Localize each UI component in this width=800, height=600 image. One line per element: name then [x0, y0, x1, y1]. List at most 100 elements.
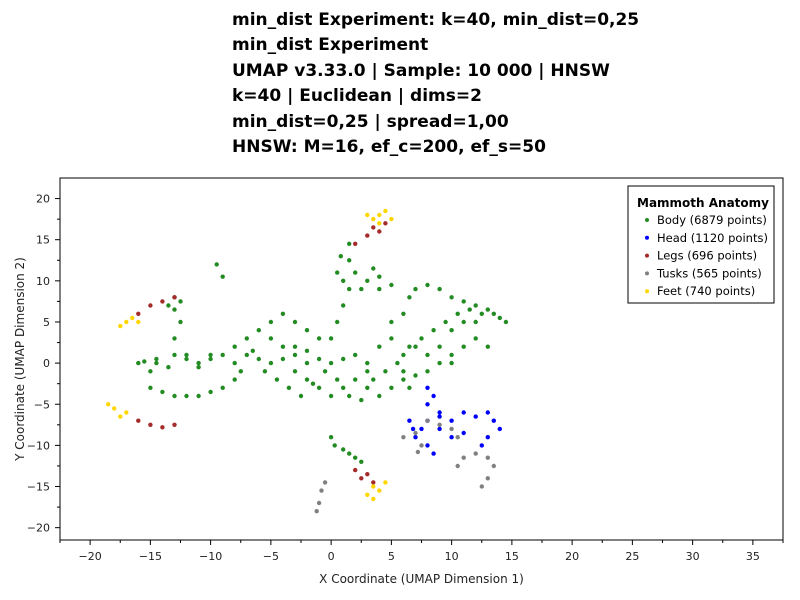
- series-0-point: [335, 270, 340, 275]
- series-0-point: [256, 356, 261, 362]
- series-4-point: [130, 315, 135, 321]
- series-4-point: [377, 221, 382, 226]
- series-0-point: [328, 435, 334, 440]
- series-0-point: [332, 443, 337, 448]
- series-0-point: [341, 303, 346, 308]
- series-0-point: [250, 348, 255, 353]
- y-tick-label: −5: [34, 398, 50, 411]
- series-2-point: [377, 229, 382, 234]
- series-4-point: [371, 484, 376, 489]
- series-0-point: [310, 381, 316, 386]
- series-0-point: [389, 282, 394, 288]
- series-0-point: [485, 344, 490, 349]
- y-tick-label: 15: [36, 234, 50, 247]
- series-0-point: [196, 365, 201, 370]
- series-0-point: [353, 352, 358, 358]
- series-0-point: [419, 336, 424, 341]
- series-2-point: [383, 221, 388, 226]
- series-0-point: [383, 369, 388, 374]
- series-0-point: [196, 360, 201, 366]
- series-1-point: [491, 418, 496, 423]
- series-1-point: [437, 410, 442, 415]
- series-0-point: [425, 282, 430, 288]
- series-4-point: [112, 406, 117, 411]
- y-tick-label: −10: [27, 439, 50, 452]
- series-0-point: [280, 356, 286, 362]
- series-3-point: [485, 476, 490, 481]
- series-0-point: [377, 274, 382, 279]
- chart-title-line: HNSW: M=16, ef_c=200, ef_s=50: [232, 137, 546, 158]
- series-0-point: [347, 393, 352, 399]
- series-0-point: [316, 336, 322, 341]
- series-2-point: [160, 299, 165, 304]
- series-0-point: [341, 278, 346, 283]
- series-0-point: [328, 360, 334, 366]
- legend-label: Tusks (565 points): [656, 266, 762, 280]
- series-1-point: [461, 430, 466, 436]
- series-0-point: [166, 365, 171, 370]
- legend-marker: [645, 289, 649, 294]
- series-0-point: [365, 385, 370, 390]
- x-axis: −20 −15 −10 −5 0 5 10 15 20 25 30 35: [59, 540, 784, 563]
- series-0-point: [485, 307, 490, 312]
- y-tick-label: 5: [43, 316, 50, 329]
- x-tick-label: 20: [565, 550, 579, 563]
- series-0-point: [413, 344, 418, 349]
- series-0-point: [148, 385, 153, 390]
- y-axis: 20 15 10 5 0 −5 −10 −15 −20: [27, 193, 60, 535]
- series-0-point: [353, 455, 358, 460]
- series-0-point: [497, 315, 502, 321]
- series-4-point: [365, 492, 370, 497]
- y-tick-label: 20: [36, 193, 50, 206]
- series-1-point: [479, 443, 484, 448]
- series-3-point: [316, 500, 322, 506]
- series-0-point: [353, 377, 358, 382]
- series-3-point: [419, 443, 424, 448]
- series-0-point: [407, 295, 412, 300]
- series-0-point: [298, 393, 304, 399]
- series-1-point: [449, 418, 454, 423]
- x-axis-title: X Coordinate (UMAP Dimension 1): [319, 572, 524, 586]
- chart-title-line: UMAP v3.33.0 | Sample: 10 000 | HNSW: [232, 60, 610, 81]
- series-4-point: [383, 208, 388, 214]
- chart-title-line: min_dist Experiment: k=40, min_dist=0,25: [232, 10, 640, 30]
- series-0-point: [286, 385, 292, 390]
- series-3-point: [479, 484, 484, 489]
- series-4-point: [371, 496, 376, 502]
- series-0-point: [232, 360, 237, 366]
- series-0-point: [335, 319, 340, 325]
- series-4-point: [389, 216, 394, 222]
- series-0-point: [389, 385, 394, 390]
- series-0-point: [467, 307, 472, 312]
- series-0-point: [208, 389, 213, 395]
- series-0-point: [280, 344, 286, 349]
- series-1-point: [407, 418, 412, 423]
- series-0-point: [431, 328, 436, 333]
- legend-marker: [645, 271, 649, 276]
- chart-title-block: min_dist Experiment: k=40, min_dist=0,25…: [232, 8, 639, 160]
- series-2-point: [353, 467, 358, 473]
- series-0-point: [328, 336, 334, 341]
- series-0-point: [341, 447, 346, 452]
- series-0-point: [461, 344, 466, 349]
- series-0-point: [172, 307, 177, 312]
- series-0-point: [220, 352, 225, 358]
- series-0-point: [347, 258, 352, 263]
- series-0-point: [449, 328, 454, 333]
- x-tick-label: 0: [328, 550, 335, 563]
- legend-label: Feet (740 points): [657, 284, 755, 298]
- series-0-point: [304, 377, 310, 382]
- series-0-point: [172, 393, 177, 399]
- series-1-point: [425, 385, 430, 390]
- series-0-point: [347, 241, 352, 246]
- series-1-point: [497, 426, 502, 432]
- series-4-point: [365, 212, 370, 218]
- series-4-point: [118, 414, 123, 419]
- series-3-point: [322, 480, 328, 485]
- series-0-point: [166, 303, 171, 308]
- series-1-point: [437, 414, 442, 419]
- series-0-point: [316, 356, 322, 362]
- series-0-point: [341, 356, 346, 362]
- series-0-point: [377, 286, 382, 292]
- series-1-point: [419, 426, 424, 432]
